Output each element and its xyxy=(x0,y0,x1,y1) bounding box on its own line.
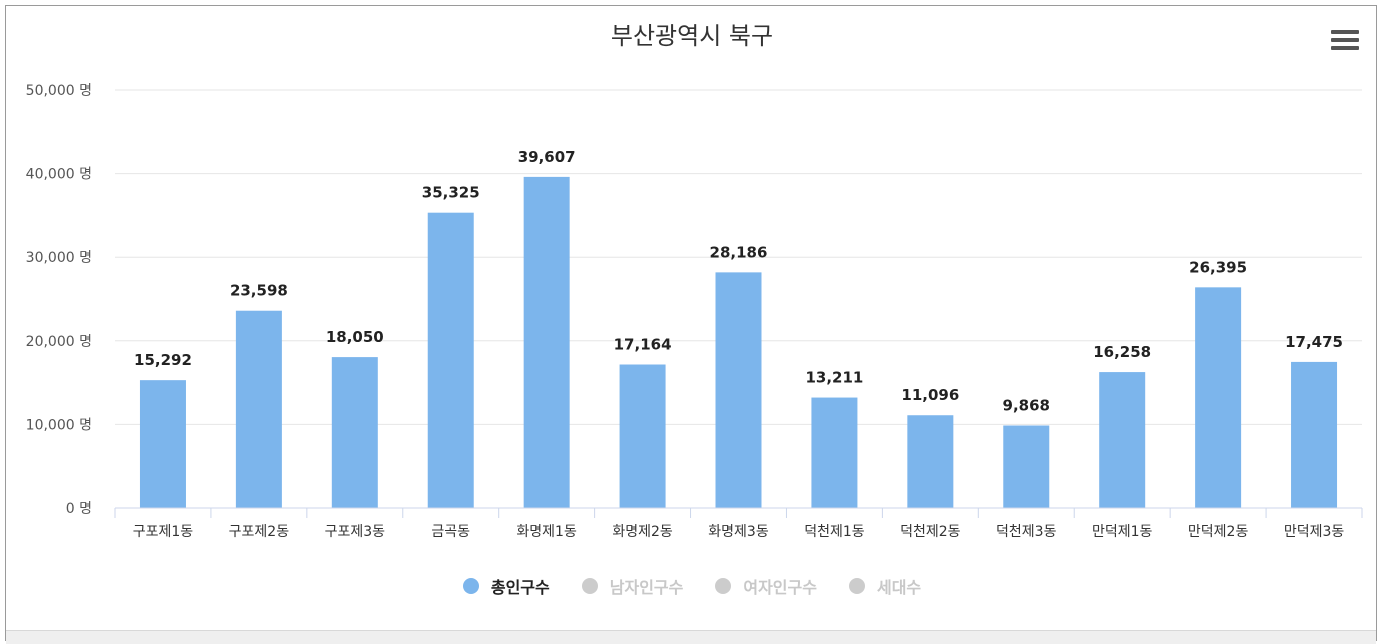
x-tick-label: 구포제3동 xyxy=(325,524,386,540)
data-label: 13,211 xyxy=(805,369,863,387)
legend-label: 세대수 xyxy=(876,578,922,597)
y-tick-label: 10,000 명 xyxy=(26,417,92,433)
y-tick-label: 0 명 xyxy=(66,501,92,517)
bar[interactable] xyxy=(619,364,666,508)
legend-item[interactable]: 총인구수 xyxy=(462,574,550,598)
legend-marker-icon xyxy=(715,578,732,594)
x-tick-label: 화명제2동 xyxy=(612,524,673,540)
bar[interactable] xyxy=(907,415,954,508)
data-label: 17,475 xyxy=(1285,333,1343,351)
y-tick-label: 30,000 명 xyxy=(26,250,92,266)
x-tick-label: 만덕제1동 xyxy=(1092,524,1153,540)
x-tick-label: 덕천제1동 xyxy=(804,524,865,540)
bottom-scroll-area xyxy=(6,630,1376,644)
x-tick-label: 덕천제3동 xyxy=(996,524,1057,540)
data-label: 26,395 xyxy=(1189,258,1247,276)
bar[interactable] xyxy=(427,212,474,509)
bar[interactable] xyxy=(523,176,570,508)
data-label: 23,598 xyxy=(230,282,288,300)
legend-marker-icon xyxy=(848,578,865,594)
bar[interactable] xyxy=(1291,361,1338,508)
legend-item[interactable]: 여자인구수 xyxy=(715,574,817,598)
y-tick-label: 50,000 명 xyxy=(26,83,92,99)
data-label: 11,096 xyxy=(901,386,959,404)
chart-title: 부산광역시 북구 xyxy=(610,22,774,50)
x-tick-label: 구포제2동 xyxy=(229,524,290,540)
chart-container xyxy=(5,5,1377,641)
legend-item[interactable]: 남자인구수 xyxy=(581,574,684,598)
bar[interactable] xyxy=(1003,425,1050,508)
bar[interactable] xyxy=(811,397,858,508)
legend-label: 총인구수 xyxy=(490,578,550,597)
legend-label: 남자인구수 xyxy=(609,578,684,597)
x-tick-label: 금곡동 xyxy=(431,524,470,540)
x-tick-label: 만덕제3동 xyxy=(1284,524,1345,540)
hamburger-menu-icon[interactable] xyxy=(1331,30,1359,54)
bar[interactable] xyxy=(715,272,762,508)
bar[interactable] xyxy=(1195,287,1242,508)
data-label: 15,292 xyxy=(134,351,192,369)
legend-item[interactable]: 세대수 xyxy=(848,574,922,598)
data-label: 9,868 xyxy=(1003,397,1050,415)
y-tick-label: 40,000 명 xyxy=(26,167,92,183)
x-tick-label: 만덕제2동 xyxy=(1188,524,1249,540)
data-label: 39,607 xyxy=(518,148,576,166)
x-tick-label: 화명제1동 xyxy=(516,524,577,540)
data-label: 16,258 xyxy=(1093,343,1151,361)
data-label: 28,186 xyxy=(710,243,768,261)
data-label: 18,050 xyxy=(326,328,384,346)
bar[interactable] xyxy=(331,357,378,508)
x-tick-label: 구포제1동 xyxy=(133,524,194,540)
data-label: 35,325 xyxy=(422,184,480,202)
y-tick-label: 20,000 명 xyxy=(26,334,92,350)
legend-marker-icon xyxy=(462,578,479,594)
data-label: 17,164 xyxy=(614,336,672,354)
x-tick-label: 화명제3동 xyxy=(708,524,769,540)
bar[interactable] xyxy=(139,380,186,508)
chart-legend: 총인구수 남자인구수 여자인구수 세대수 xyxy=(0,573,1384,599)
legend-marker-icon xyxy=(581,578,598,594)
legend-label: 여자인구수 xyxy=(743,578,817,597)
bar[interactable] xyxy=(235,310,282,508)
bar[interactable] xyxy=(1099,372,1146,508)
x-tick-label: 덕천제2동 xyxy=(900,524,961,540)
